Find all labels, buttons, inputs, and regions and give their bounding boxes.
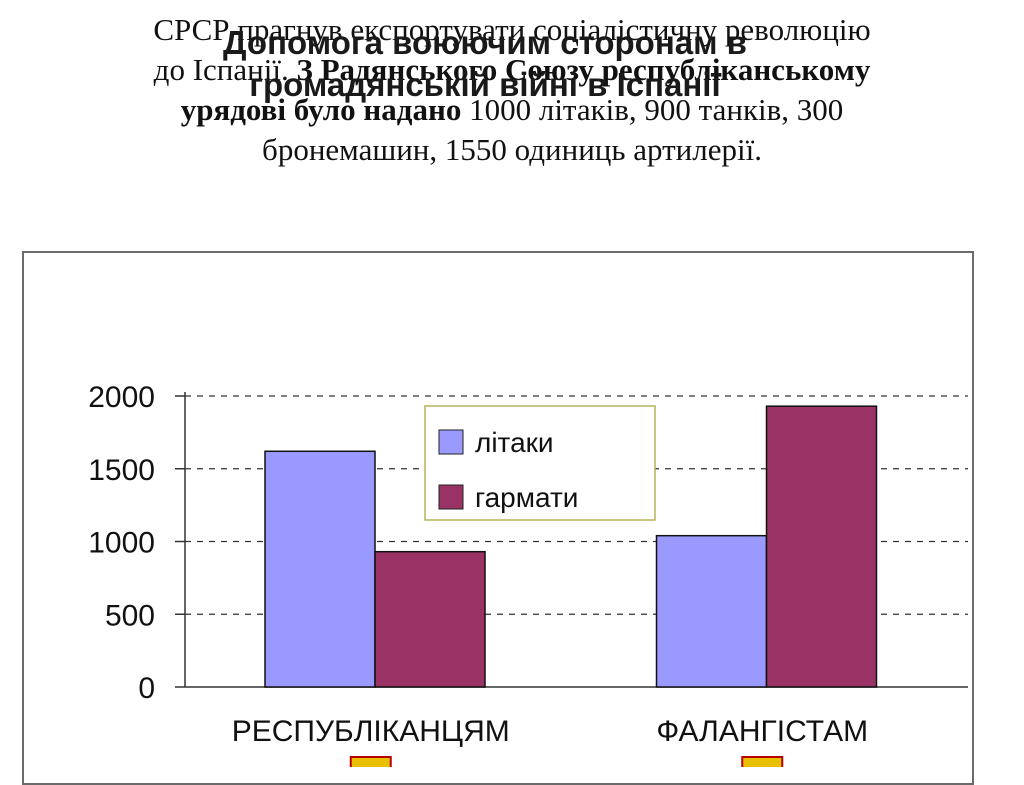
x-category-label: РЕСПУБЛІКАНЦЯМ [232,715,510,748]
bar-літаки-0 [264,450,376,688]
x-category-label: ФАЛАНГІСТАМ [656,715,868,748]
bar-гармати-0 [374,550,486,688]
y-tick-label: 500 [105,599,155,632]
text-line-4: бронемашин, 1550 одиниць артилерії. [262,132,762,167]
legend-label: гармати [475,482,578,513]
y-tick-label: 1000 [88,527,155,560]
text-line-2: до Іспанії. З Радянського Союзу республі… [20,50,1004,90]
flag-icon [349,756,392,767]
bar-гармати-1 [765,405,878,688]
y-tick-label: 1500 [88,454,155,487]
bar-chart: 0 500 1000 1500 2000 РЕСПУБЛІКАНЦЯМ ФАЛАНГІСТА… [88,381,968,767]
chart-title-line-1: Допомога воюючим сторонам в [223,24,747,61]
text-line-3-bold: урядові було надано [180,92,462,127]
legend-swatch [438,429,464,455]
bar-літаки-1 [655,534,768,688]
y-tick-label: 0 [138,672,155,705]
slide-text: СРСР прагнув експортувати соціалістичну … [20,10,1004,170]
chart-title-line-2: громадянській війні в Іспанії [249,66,721,103]
legend-swatch [438,484,464,510]
text-line-1: СРСР прагнув експортувати соціалістичну … [153,12,871,47]
text-line-2-bold: З Радянського Союзу республіканському [296,52,871,87]
legend-label: літаки [475,427,554,458]
text-line-3-plain: 1000 літаків, 900 танків, 300 [461,92,844,127]
chart-title: Допомога воюючим сторонам в громадянські… [0,22,970,106]
text-line-2-plain: до Іспанії. [153,52,297,87]
y-tick-label: 2000 [88,381,155,414]
text-line-3: урядові було надано 1000 літаків, 900 та… [20,90,1004,130]
flag-icon [741,756,784,767]
